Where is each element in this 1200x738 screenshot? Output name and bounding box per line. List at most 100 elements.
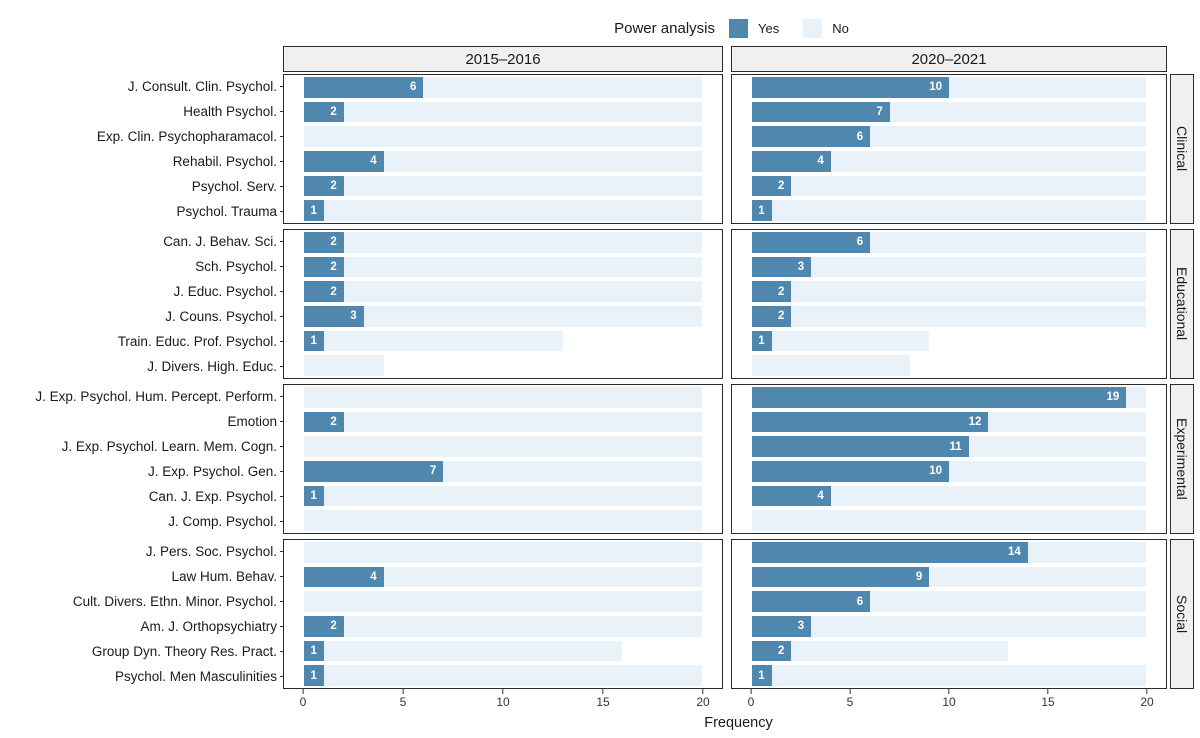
y-axis-tick [280,341,283,342]
y-axis-tick [280,86,283,87]
yes-count-label: 7 [429,465,437,478]
y-axis-tick [280,601,283,602]
x-axis-tick-label: 15 [1041,695,1055,709]
journal-label: Can. J. Exp. Psychol. [148,489,277,504]
y-axis-tick [280,676,283,677]
yes-bar: 2 [752,306,792,327]
x-axis-tick: 5 [847,689,853,709]
no-bar [304,387,702,408]
y-axis-labels: Can. J. Behav. Sci. Sch. Psychol. J. Educ.… [0,229,283,379]
yes-bar: 2 [304,411,344,433]
no-bar [752,355,910,377]
bar-row: 1 [752,663,1146,688]
y-axis-tick [280,291,283,292]
yes-count-label: 10 [929,81,942,94]
bar-row: 2 [752,279,1146,304]
yes-count-label: 1 [758,335,765,348]
journal-label: J. Exp. Psychol. Hum. Percept. Perform. [35,389,277,404]
y-axis-label-row: Cult. Divers. Ethn. Minor. Psychol. [0,589,283,614]
yes-bar: 10 [752,77,949,98]
yes-bar: 2 [304,175,344,197]
bar-row: 6 [752,230,1146,255]
journal-label: J. Divers. High. Educ. [147,359,277,374]
yes-bar: 2 [304,232,344,253]
journal-label: Law Hum. Behav. [171,569,277,584]
yes-bar: 2 [752,281,792,303]
yes-bar: 4 [304,151,384,172]
yes-count-label: 1 [310,645,317,658]
yes-bar: 1 [304,330,324,352]
row-facet-label: Social [1174,594,1190,634]
header-corner [1167,46,1194,72]
row-facet-label: Experimental [1174,418,1190,500]
x-axis-tick-mark [948,689,950,694]
yes-count-label: 6 [856,130,864,143]
bar-row: 3 [752,255,1146,280]
y-axis-label-row: Can. J. Exp. Psychol. [0,484,283,509]
y-axis-label-row: Psychol. Trauma [0,199,283,224]
journal-label: J. Educ. Psychol. [173,284,277,299]
bar-row [304,124,702,149]
yes-bar: 1 [752,665,772,687]
yes-bar: 2 [304,256,344,278]
header-spacer [0,46,283,72]
y-axis-label-row: Exp. Clin. Psychopharamacol. [0,124,283,149]
x-axis-tick: 20 [1140,689,1154,709]
yes-count-label: 2 [330,261,337,273]
bar-row [304,589,702,614]
yes-bar: 3 [752,256,812,278]
yes-count-label: 2 [330,236,337,249]
yes-count-label: 1 [310,490,317,503]
yes-bar: 4 [752,485,831,507]
journal-label: Psychol. Men Masculinities [114,669,277,684]
bar-row [304,434,702,459]
bar-row: 19 [752,385,1146,410]
no-bar [304,151,702,172]
bar-row [304,385,702,410]
no-bar [304,665,702,687]
y-axis-labels: J. Pers. Soc. Psychol. Law Hum. Behav. Cul… [0,539,283,689]
journal-label: Exp. Clin. Psychopharamacol. [96,129,277,144]
yes-count-label: 1 [310,204,317,217]
bar-row: 7 [752,100,1146,125]
bar-row: 3 [304,304,702,329]
no-bar [752,510,1146,532]
yes-bar: 6 [304,77,424,98]
x-axis-tick-label: 15 [596,695,610,709]
facet-header-2015-2016: 2015–2016 [283,46,723,72]
yes-bar: 4 [752,151,831,172]
x-axis-tick-mark [702,689,704,694]
y-axis-tick [280,496,283,497]
x-axis-tick-mark [849,689,851,694]
panel-plot-area: 14 9 6 3 2 1 [752,540,1146,688]
yes-bar: 9 [752,566,930,588]
bar-row: 6 [304,75,702,100]
journal-label: Am. J. Orthopsychiatry [140,619,277,634]
journal-label: Rehabil. Psychol. [172,154,277,169]
x-axis-tick-label: 20 [696,695,710,709]
yes-count-label: 19 [1106,391,1120,404]
journal-label: Can. J. Behav. Sci. [163,234,277,249]
yes-count-label: 6 [856,595,864,608]
y-axis-tick [280,576,283,577]
no-bar [304,542,702,563]
facet-row-social: J. Pers. Soc. Psychol. Law Hum. Behav. Cul… [0,539,1200,689]
yes-bar: 6 [752,232,871,253]
y-axis-tick [280,651,283,652]
y-axis-label-row: J. Educ. Psychol. [0,279,283,304]
bar-row: 7 [304,459,702,484]
journal-label: Psychol. Serv. [191,179,277,194]
y-axis-tick [280,626,283,627]
y-axis-label-row: J. Exp. Psychol. Gen. [0,459,283,484]
yes-count-label: 2 [330,106,337,118]
y-axis-label-row: Health Psychol. [0,99,283,124]
yes-bar: 4 [304,566,384,588]
panel-experimental-left: 2 7 1 [283,384,723,534]
no-bar [752,175,1146,197]
panel-plot-area: 10 7 6 4 2 1 [752,75,1146,223]
bar-row: 4 [752,149,1146,174]
bar-row: 2 [304,230,702,255]
no-bar [752,151,1146,172]
yes-count-label: 12 [968,416,982,428]
